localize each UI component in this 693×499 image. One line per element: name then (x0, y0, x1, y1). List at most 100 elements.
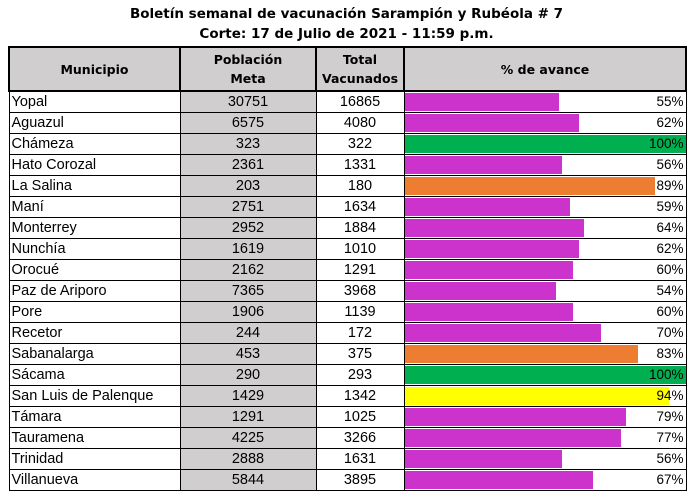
cell-total-vacunados: 1291 (315, 259, 405, 281)
cell-total-vacunados: 1331 (315, 154, 405, 176)
cell-total-vacunados: 1025 (315, 406, 405, 428)
cell-municipio: Trinidad (8, 448, 181, 470)
avance-label: 100% (648, 136, 684, 151)
cell-municipio: Maní (8, 196, 181, 218)
cell-poblacion-meta: 2888 (179, 448, 317, 470)
cell-municipio: Yopal (8, 90, 181, 113)
cell-municipio: Tauramena (8, 427, 181, 449)
table-row: Maní 2751 1634 59% (8, 196, 687, 218)
avance-label: 64% (656, 220, 684, 235)
cell-total-vacunados: 1139 (315, 301, 405, 323)
cell-total-vacunados: 1631 (315, 448, 405, 470)
cell-total-vacunados: 4080 (315, 112, 405, 134)
avance-label: 62% (656, 115, 684, 130)
table-row: Pore 1906 1139 60% (8, 301, 687, 323)
cell-municipio: Pore (8, 301, 181, 323)
progress-bar (405, 366, 685, 384)
table-body: Yopal 30751 16865 55% Aguazul 6575 4080 62% Chám… (8, 90, 687, 491)
cell-total-vacunados: 1884 (315, 217, 405, 239)
progress-bar (405, 282, 557, 300)
cell-avance: 60% (403, 301, 687, 323)
cell-municipio: Recetor (8, 322, 181, 344)
cell-avance: 64% (403, 217, 687, 239)
cell-poblacion-meta: 2162 (179, 259, 317, 281)
cell-total-vacunados: 322 (315, 133, 405, 155)
progress-bar (405, 408, 627, 426)
progress-bar (405, 156, 562, 174)
cell-total-vacunados: 1010 (315, 238, 405, 260)
table-row: Villanueva 5844 3895 67% (8, 469, 687, 491)
cell-avance: 55% (403, 90, 687, 113)
cell-avance: 70% (403, 322, 687, 344)
document-title: Boletín semanal de vacunación Sarampión … (129, 6, 564, 22)
cell-poblacion-meta: 244 (179, 322, 317, 344)
cell-total-vacunados: 16865 (315, 90, 405, 113)
avance-label: 56% (656, 451, 684, 466)
cell-poblacion-meta: 453 (179, 343, 317, 365)
cell-municipio: Chámeza (8, 133, 181, 155)
progress-bar (405, 261, 574, 279)
avance-label: 55% (656, 94, 684, 109)
table-row: Nunchía 1619 1010 62% (8, 238, 687, 260)
cell-avance: 56% (403, 154, 687, 176)
table-row: Sácama 290 293 100% (8, 364, 687, 386)
cell-municipio: Aguazul (8, 112, 181, 134)
cell-total-vacunados: 293 (315, 364, 405, 386)
table-row: La Salina 203 180 89% (8, 175, 687, 197)
table-row: San Luis de Palenque 1429 1342 94% (8, 385, 687, 407)
table-row: Orocué 2162 1291 60% (8, 259, 687, 281)
progress-bar (405, 471, 593, 489)
cell-poblacion-meta: 203 (179, 175, 317, 197)
progress-bar (405, 198, 571, 216)
avance-label: 79% (656, 409, 684, 424)
cell-total-vacunados: 1634 (315, 196, 405, 218)
avance-label: 54% (656, 283, 684, 298)
header-total-vacunados: Total Vacunados (315, 46, 405, 92)
cell-avance: 89% (403, 175, 687, 197)
progress-bar (405, 240, 579, 258)
cell-municipio: La Salina (8, 175, 181, 197)
cell-avance: 56% (403, 448, 687, 470)
progress-bar (405, 135, 685, 153)
cell-poblacion-meta: 5844 (179, 469, 317, 491)
cell-poblacion-meta: 1429 (179, 385, 317, 407)
table-row: Sabanalarga 453 375 83% (8, 343, 687, 365)
table-row: Trinidad 2888 1631 56% (8, 448, 687, 470)
progress-bar (405, 219, 585, 237)
table-row: Támara 1291 1025 79% (8, 406, 687, 428)
cell-municipio: Monterrey (8, 217, 181, 239)
avance-label: 94% (656, 388, 684, 403)
avance-label: 89% (656, 178, 684, 193)
cell-avance: 67% (403, 469, 687, 491)
progress-bar (405, 303, 574, 321)
cell-poblacion-meta: 2361 (179, 154, 317, 176)
table-row: Hato Corozal 2361 1331 56% (8, 154, 687, 176)
avance-label: 59% (656, 199, 684, 214)
table-row: Tauramena 4225 3266 77% (8, 427, 687, 449)
table-row: Aguazul 6575 4080 62% (8, 112, 687, 134)
cell-avance: 60% (403, 259, 687, 281)
table-row: Chámeza 323 322 100% (8, 133, 687, 155)
vaccination-table: Municipio Población Meta Total Vacunados %… (8, 46, 687, 491)
cell-avance: 62% (403, 112, 687, 134)
document-subtitle: Corte: 17 de Julio de 2021 - 11:59 p.m. (199, 26, 494, 42)
cell-municipio: Hato Corozal (8, 154, 181, 176)
avance-label: 60% (656, 304, 684, 319)
cell-total-vacunados: 375 (315, 343, 405, 365)
header-avance: % de avance (403, 46, 687, 92)
cell-avance: 83% (403, 343, 687, 365)
cell-total-vacunados: 3968 (315, 280, 405, 302)
avance-label: 100% (648, 367, 684, 382)
cell-poblacion-meta: 2751 (179, 196, 317, 218)
cell-poblacion-meta: 4225 (179, 427, 317, 449)
header-municipio: Municipio (8, 46, 181, 92)
cell-municipio: San Luis de Palenque (8, 385, 181, 407)
cell-total-vacunados: 3266 (315, 427, 405, 449)
cell-poblacion-meta: 1291 (179, 406, 317, 428)
cell-poblacion-meta: 290 (179, 364, 317, 386)
avance-label: 62% (656, 241, 684, 256)
cell-avance: 100% (403, 364, 687, 386)
table-row: Monterrey 2952 1884 64% (8, 217, 687, 239)
cell-poblacion-meta: 7365 (179, 280, 317, 302)
progress-bar (405, 93, 560, 111)
